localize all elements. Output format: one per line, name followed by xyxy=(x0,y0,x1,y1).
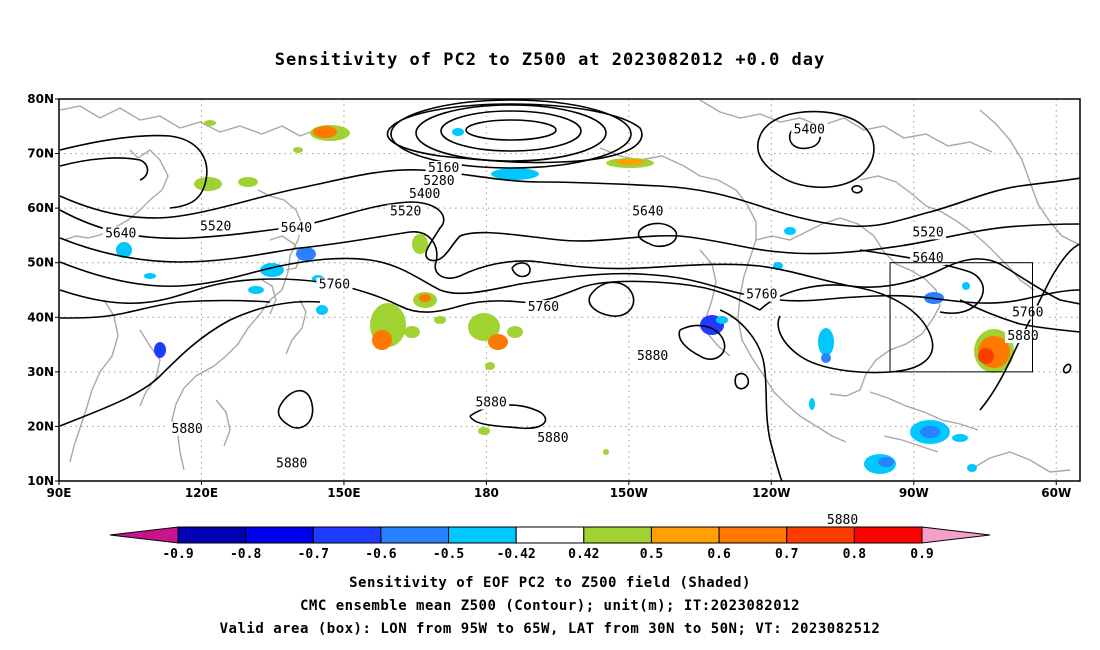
colorbar-label: 0.42 xyxy=(568,547,599,562)
colorbar-segment xyxy=(515,526,585,544)
contour-value-label: 5880 xyxy=(827,513,858,528)
contour-value-label: 5880 xyxy=(537,431,568,446)
contour-value-label: 5520 xyxy=(390,205,421,220)
contour-label-bg xyxy=(525,300,562,315)
contour-label-bg xyxy=(634,349,671,364)
colorbar-segment xyxy=(380,526,450,544)
colorbar-end-left xyxy=(109,526,179,544)
contour-label-bg xyxy=(743,287,780,302)
contour-label-bg xyxy=(473,395,510,410)
contour-label-bg xyxy=(273,456,310,471)
lat-tick-label: 70N xyxy=(27,147,54,161)
sensitivity-shading xyxy=(116,120,1014,474)
contour-value-label: 5880 xyxy=(1007,329,1038,344)
map-title: Sensitivity of PC2 to Z500 at 2023082012… xyxy=(274,50,826,70)
lat-tick-label: 20N xyxy=(27,419,54,433)
contour-value-label: 5640 xyxy=(912,251,943,266)
contour-label-bg xyxy=(910,250,947,265)
colorbar-segment xyxy=(448,526,517,544)
contour-value-label: 5160 xyxy=(428,161,459,176)
contour-label-bg xyxy=(629,204,666,219)
lon-tick-label: 120E xyxy=(185,486,218,500)
colorbar-label: 0.5 xyxy=(640,547,663,562)
contour-value-label: 5640 xyxy=(632,205,663,220)
contour-label-bg xyxy=(824,512,861,527)
contour-value-label: 5520 xyxy=(912,225,943,240)
colorbar-segment xyxy=(786,526,855,544)
colorbar-label: -0.6 xyxy=(365,547,396,562)
contour-value-label: 5760 xyxy=(1012,306,1043,321)
lon-tick-label: 150W xyxy=(610,486,648,500)
colorbar-label: 0.9 xyxy=(910,547,933,562)
lat-tick-label: 40N xyxy=(27,310,54,324)
valid-area-box xyxy=(889,262,1034,373)
colorbar: -0.9 -0.8 -0.7 -0.6 -0.5 -0.42 0.42 0.5 0.6 0.7 0.… xyxy=(109,526,991,562)
contour-label-bg xyxy=(387,204,424,219)
contour-label-bg xyxy=(278,220,315,235)
contour-label-bg xyxy=(791,122,828,137)
lon-tick-label: 150E xyxy=(327,486,360,500)
contour-label-bg xyxy=(910,225,947,240)
colorbar-segment xyxy=(245,526,314,544)
coastlines xyxy=(59,99,1079,473)
colorbar-label: 0.6 xyxy=(707,547,731,562)
caption-valid-area: Valid area (box): LON from 95W to 65W, L… xyxy=(219,621,881,637)
colorbar-label: -0.5 xyxy=(433,547,464,562)
contour-label-bg xyxy=(420,174,457,189)
contour-value-label: 5760 xyxy=(319,278,350,293)
colorbar-segment xyxy=(583,526,652,544)
colorbar-segment xyxy=(650,526,720,544)
contour-value-label: 5640 xyxy=(281,221,312,236)
contour-label-bg xyxy=(1009,305,1046,320)
caption-shading: Sensitivity of EOF PC2 to Z500 field (Sh… xyxy=(349,575,751,591)
contour-value-label: 5880 xyxy=(637,349,668,364)
lat-tick-label: 80N xyxy=(27,92,54,106)
contour-label-bg xyxy=(425,160,462,175)
contour-value-label: 5880 xyxy=(475,396,506,411)
contour-value-label: 5400 xyxy=(794,123,825,138)
contour-value-label: 5760 xyxy=(528,300,559,315)
colorbar-label: -0.42 xyxy=(497,547,536,562)
colorbar-label: 0.8 xyxy=(843,547,867,562)
contour-value-label: 5280 xyxy=(423,174,454,189)
lon-tick-label: 90W xyxy=(899,486,929,500)
contour-label-bg xyxy=(316,277,353,292)
contour-label-bg xyxy=(534,431,571,446)
contour-label-bg xyxy=(169,421,206,436)
contour-label-bg xyxy=(197,219,234,234)
colorbar-segment xyxy=(718,526,788,544)
colorbar-end-right xyxy=(921,526,991,544)
lon-tick-label: 180 xyxy=(474,486,499,500)
contour-value-label: 5880 xyxy=(172,422,203,437)
contour-value-label: 5400 xyxy=(409,187,440,202)
map-frame xyxy=(58,98,1081,482)
lon-tick-label: 60W xyxy=(1041,486,1071,500)
lon-tick-label: 120W xyxy=(752,486,790,500)
caption-contour: CMC ensemble mean Z500 (Contour); unit(m… xyxy=(299,598,800,614)
colorbar-segment xyxy=(853,526,923,544)
colorbar-label: -0.9 xyxy=(162,547,193,562)
lat-tick-label: 60N xyxy=(27,201,54,215)
colorbar-segment xyxy=(177,526,247,544)
contour-value-label: 5640 xyxy=(105,226,136,241)
lat-tick-label: 30N xyxy=(27,365,54,379)
lat-tick-label: 50N xyxy=(27,256,54,270)
contour-value-label: 5880 xyxy=(276,457,307,472)
colorbar-label: -0.8 xyxy=(230,547,261,562)
contour-value-label: 5520 xyxy=(200,219,231,234)
lat-tick-label: 10N xyxy=(27,474,54,488)
colorbar-label: -0.7 xyxy=(298,547,329,562)
longitude-labels: 90E 120E 150E 180 150W 120W 90W 60W xyxy=(47,481,1071,500)
colorbar-segment xyxy=(312,526,382,544)
latitude-labels: 80N 70N 60N 50N 40N 30N 20N 10N xyxy=(27,92,59,488)
contour-label-bg xyxy=(406,187,443,202)
colorbar-label: 0.7 xyxy=(775,547,798,562)
contour-value-label: 5760 xyxy=(746,288,777,303)
lon-tick-label: 90E xyxy=(47,486,72,500)
contour-label-bg xyxy=(102,226,139,241)
